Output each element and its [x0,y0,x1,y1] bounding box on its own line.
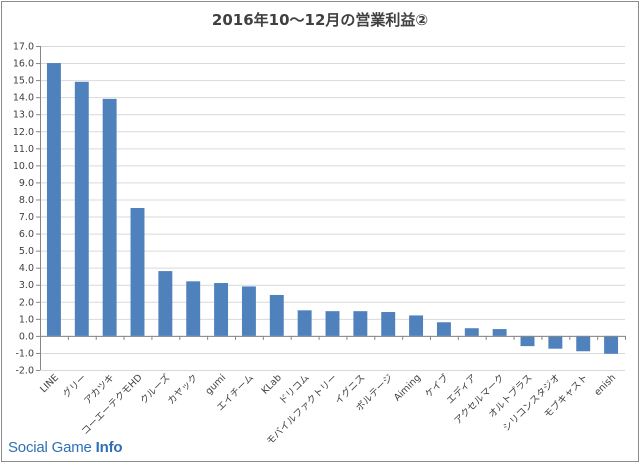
y-tick-label: 17.0 [13,42,34,53]
y-tick-label: 12.0 [13,127,34,138]
bar [436,322,451,336]
bar [520,335,535,347]
y-tick-label: 6.0 [19,229,34,240]
bar [102,98,117,336]
y-tick-label: 2.0 [19,297,34,308]
bar [130,208,145,336]
bars [46,63,619,354]
y-tick-label: 4.0 [19,263,34,274]
bar [46,63,61,336]
watermark-text-bold: Info [95,439,123,456]
y-tick-label: -2.0 [15,366,34,377]
y-tick-label: 16.0 [13,59,34,70]
bar [186,281,201,336]
axes [40,46,626,370]
bar [464,328,479,336]
bar [409,315,424,336]
x-tick-label: カヤック [166,372,201,407]
y-tick-label: 14.0 [13,93,34,104]
bar [214,283,229,336]
x-tick-label: enish [592,372,618,398]
y-tick-label: 10.0 [13,161,34,172]
x-tick-label: LINE [38,372,61,395]
y-tick-label: 9.0 [19,178,34,189]
bar [74,81,89,336]
y-tick-label: 0.0 [19,331,34,342]
bar [381,312,396,336]
y-tick-label: 15.0 [13,76,34,87]
bar [548,335,563,349]
x-tick-label: gumi [203,372,228,397]
bar [492,329,507,336]
x-tick-label: KLab [260,372,284,396]
y-tick-label: 7.0 [19,212,34,223]
bar [269,294,284,336]
y-tick-label: 13.0 [13,110,34,121]
bar [576,335,591,352]
y-tick-label: 8.0 [19,195,34,206]
bar [325,311,340,336]
y-tick-label: 5.0 [19,246,34,257]
bar [241,286,256,336]
y-tick-label: 1.0 [19,314,34,325]
bar [297,310,312,336]
chart-title: 2016年10〜12月の営業利益② [211,11,429,29]
bar [604,335,619,354]
y-tick-label: 3.0 [19,280,34,291]
y-tick-label: 11.0 [13,144,34,155]
bar [158,271,173,336]
y-tick-label: -1.0 [15,348,34,359]
watermark-text: Social Game [8,439,96,456]
watermark-logo: Social Game Info [8,439,123,456]
x-tick-label: Aiming [392,372,423,403]
y-axis-tick-labels: -2.0 -1.0 0.0 1.0 2.0 3.0 4.0 5.0 6.0 7.0 8.0 9.0 10… [13,42,34,377]
bar [353,311,368,336]
